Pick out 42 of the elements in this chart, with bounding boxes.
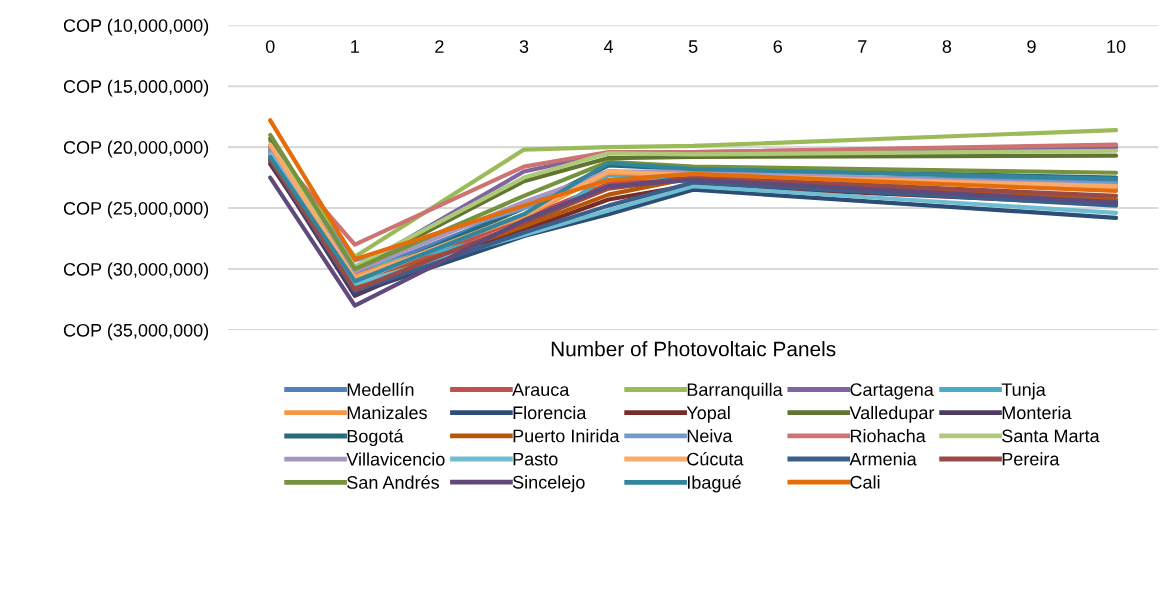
legend-label: Florencia	[513, 405, 587, 420]
y-tick-label: COP (15,000,000)	[63, 79, 209, 97]
x-tick-label: 8	[942, 40, 952, 53]
x-tick-label: 2	[435, 40, 444, 53]
legend-label: Santa Marta	[1002, 429, 1100, 443]
x-tick-label: 5	[688, 40, 698, 53]
legend-label: Medellín	[347, 382, 414, 397]
y-tick-label: COP (10,000,000)	[63, 18, 209, 36]
legend-label: Valledupar	[849, 405, 935, 423]
legend-label: Cúcuta	[687, 452, 744, 466]
legend-label: Pereira	[1002, 452, 1060, 466]
y-tick-label: COP (35,000,000)	[63, 323, 209, 341]
legend-label: Tunja	[1001, 382, 1046, 400]
x-tick-label: 3	[519, 40, 529, 53]
x-tick-label: 10	[1107, 40, 1126, 53]
y-tick-label: COP (30,000,000)	[63, 262, 209, 280]
x-tick-label: 4	[603, 40, 614, 53]
legend-label: Pasto	[513, 452, 558, 466]
legend-label: Sincelejo	[512, 475, 585, 493]
x-tick-label: 0	[265, 40, 275, 53]
x-tick-label: 1	[351, 40, 359, 53]
x-axis-title: Number of Photovoltaic Panels	[551, 341, 836, 357]
x-tick-label: 7	[858, 40, 867, 53]
legend-label: Villavicencio	[346, 452, 445, 466]
legend-label: Barranquilla	[687, 382, 783, 400]
legend-label: Yopal	[686, 405, 730, 423]
y-tick-label: COP (25,000,000)	[63, 201, 209, 219]
legend-label: Cartagena	[850, 383, 934, 400]
legend-label: Puerto Inirida	[513, 429, 620, 443]
legend-label: Monteria	[1002, 405, 1072, 420]
x-tick-label: 9	[1027, 40, 1036, 53]
legend-label: Manizales	[347, 405, 427, 420]
legend-label: Cali	[850, 475, 880, 489]
legend-label: Bogotá	[347, 429, 404, 447]
legend-label: Ibagué	[687, 475, 741, 493]
y-tick-label: COP (20,000,000)	[63, 140, 209, 158]
x-tick-label: 6	[773, 40, 782, 53]
legend-label: Armenia	[849, 452, 917, 466]
legend-label: Neiva	[687, 429, 733, 443]
legend-label: Arauca	[512, 383, 570, 397]
legend-label: San Andrés	[347, 475, 439, 489]
legend-label: Riohacha	[850, 429, 926, 443]
